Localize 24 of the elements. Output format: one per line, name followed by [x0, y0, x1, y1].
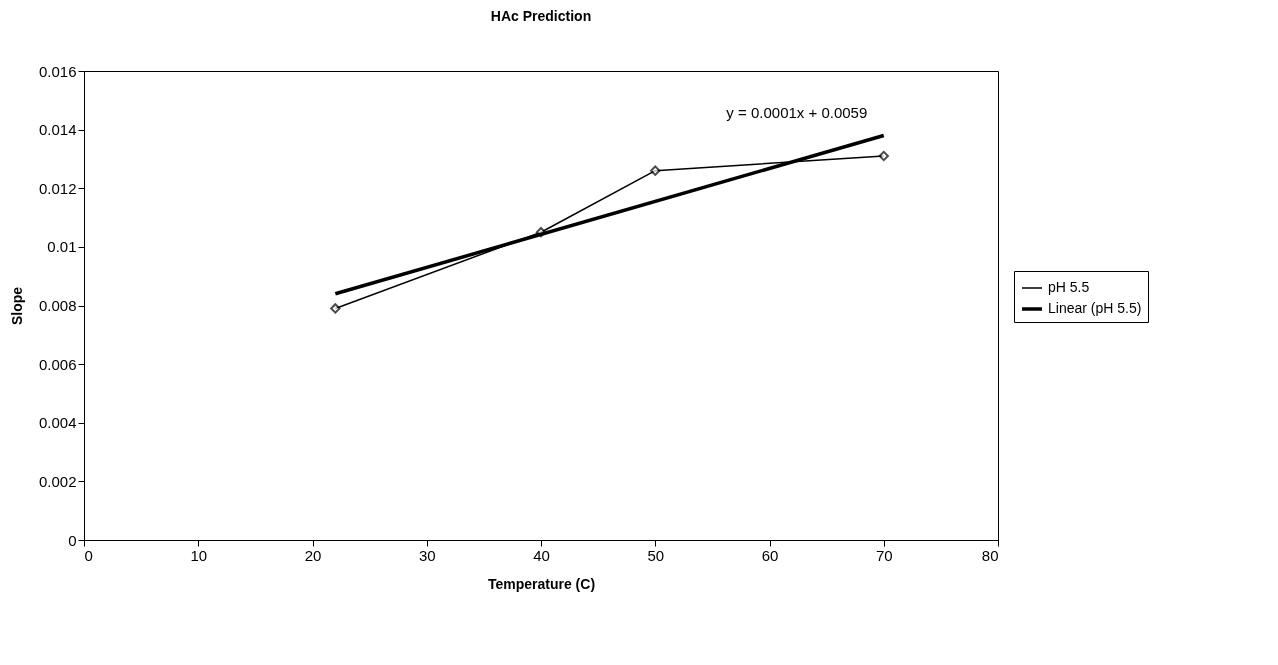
y-tick-label: 0.01 — [47, 238, 77, 256]
x-tick-label: 0 — [84, 546, 93, 564]
y-tick-label: 0.002 — [38, 472, 77, 490]
x-tick-label: 50 — [647, 546, 665, 564]
x-tick-label: 20 — [304, 546, 322, 564]
y-axis-title: Slope — [8, 286, 25, 326]
x-tick-label: 60 — [761, 546, 779, 564]
y-tick-label: 0.004 — [38, 414, 77, 432]
y-tick-label: 0 — [68, 531, 77, 549]
y-tick-label: 0.006 — [38, 355, 77, 373]
legend-label: pH 5.5 — [1048, 279, 1090, 295]
y-tick-label: 0.012 — [38, 179, 77, 197]
x-axis-title: Temperature (C) — [487, 575, 596, 592]
y-tick-label: 0.014 — [38, 121, 77, 139]
x-tick-label: 70 — [875, 546, 893, 564]
chart-title: HAc Prediction — [490, 8, 592, 24]
annotation: y = 0.0001x + 0.0059 — [726, 104, 868, 122]
legend-label: Linear (pH 5.5) — [1048, 300, 1142, 316]
y-tick-label: 0.008 — [38, 297, 77, 314]
x-tick-label: 10 — [190, 546, 208, 564]
y-tick-label: 0.016 — [38, 62, 77, 80]
x-tick-label: 30 — [418, 546, 436, 564]
x-tick-label: 80 — [981, 546, 999, 564]
x-tick-label: 40 — [533, 546, 550, 564]
